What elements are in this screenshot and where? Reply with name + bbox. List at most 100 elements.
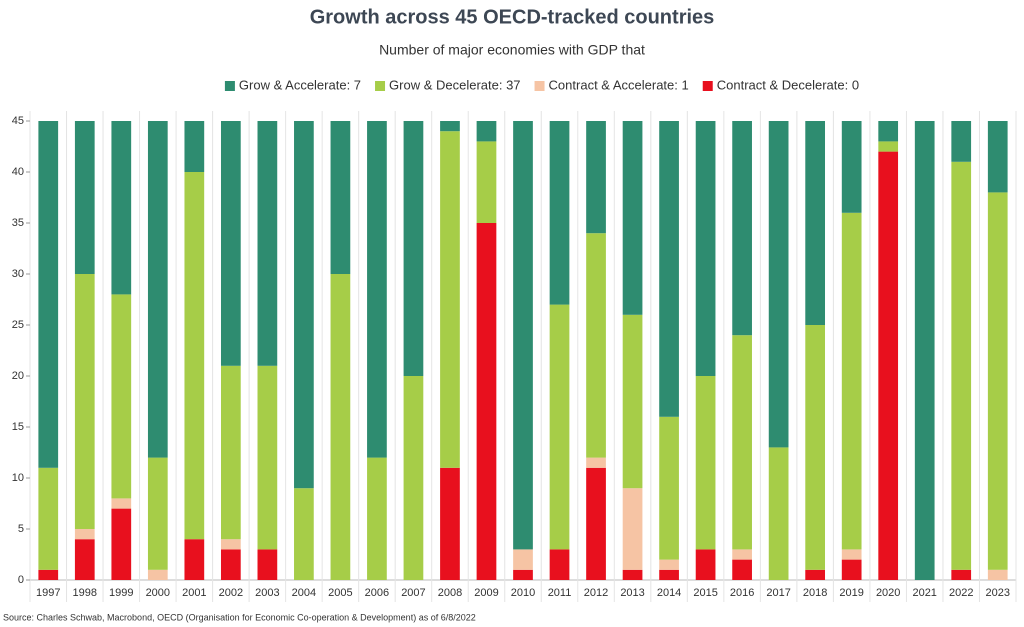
bar-segment <box>257 549 278 580</box>
bar-segment <box>184 121 205 172</box>
bar-segment <box>768 121 789 448</box>
legend-label: Grow & Decelerate: 37 <box>389 77 521 92</box>
y-tick-label: 35 <box>12 217 24 229</box>
bar-segment <box>549 304 570 550</box>
y-tick-label: 30 <box>12 268 24 280</box>
bar-segment <box>440 131 460 468</box>
bar-segment <box>111 498 132 509</box>
bar-segment <box>878 151 899 580</box>
x-tick-label: 2004 <box>292 587 316 599</box>
bar-segment <box>38 569 59 580</box>
x-tick-label: 2022 <box>949 587 973 599</box>
bar-segment <box>440 121 460 132</box>
bar-segment <box>111 294 132 499</box>
y-tick-label: 25 <box>12 319 24 331</box>
x-tick-label: 2017 <box>766 587 790 599</box>
bar-segment <box>38 467 59 570</box>
bar-segment <box>147 569 168 580</box>
bar-segment <box>805 121 826 325</box>
x-tick-label: 2008 <box>438 587 462 599</box>
x-tick-label: 2013 <box>620 587 644 599</box>
bar-segment <box>622 488 643 570</box>
x-tick-label: 1999 <box>109 587 133 599</box>
bar-segment <box>147 457 168 570</box>
bar-segment <box>695 376 716 550</box>
bar-segment <box>440 467 460 580</box>
x-tick-label: 2015 <box>693 587 717 599</box>
bar-segment <box>74 121 95 274</box>
bar-segment <box>476 141 497 223</box>
x-tick-label: 2014 <box>657 587 681 599</box>
bar-segment <box>951 121 972 162</box>
bar-segment <box>220 549 241 580</box>
bar-segment <box>586 121 606 234</box>
bar-segment <box>768 447 789 580</box>
legend-label: Contract & Accelerate: 1 <box>549 77 689 92</box>
x-tick-label: 2000 <box>146 587 170 599</box>
bar-segment <box>732 549 752 560</box>
legend-swatch <box>375 81 386 91</box>
bar-segment <box>695 549 716 580</box>
bar-segment <box>841 559 862 580</box>
bar-segment <box>951 161 972 570</box>
bar-segment <box>549 549 570 580</box>
bar-segment <box>513 549 533 570</box>
bar-segment <box>257 365 278 550</box>
legend-swatch <box>702 81 713 91</box>
bar-segment <box>147 121 168 458</box>
x-tick-label: 2007 <box>401 587 425 599</box>
x-tick-label: 2005 <box>328 587 352 599</box>
legend-label: Grow & Accelerate: 7 <box>239 77 361 92</box>
bar-segment <box>220 121 241 366</box>
x-tick-label: 2020 <box>876 587 900 599</box>
bar-segment <box>257 121 278 366</box>
bar-segment <box>622 569 643 580</box>
bar-segment <box>74 539 95 580</box>
bar-segment <box>403 121 424 376</box>
bar-segment <box>220 539 241 550</box>
x-tick-label: 1998 <box>73 587 97 599</box>
bar-segment <box>367 457 387 580</box>
bar-segment <box>513 569 533 580</box>
source-note: Source: Charles Schwab, Macrobond, OECD … <box>3 612 476 622</box>
bar-segment <box>330 274 351 580</box>
x-tick-label: 2009 <box>474 587 498 599</box>
bar-segment <box>294 121 314 489</box>
bar-segment <box>841 549 862 560</box>
bar-segment <box>878 141 899 152</box>
bar-segment <box>841 121 862 213</box>
y-tick-label: 5 <box>18 523 24 535</box>
legend-swatch <box>224 81 235 91</box>
legend: Grow & Accelerate: 7 Grow & Decelerate: 3… <box>224 77 859 92</box>
x-tick-label: 2002 <box>219 587 243 599</box>
bar-segment <box>695 121 716 376</box>
bar-segment <box>732 121 752 336</box>
x-tick-label: 2012 <box>584 587 608 599</box>
bar-segment <box>659 416 679 560</box>
bar-segment <box>805 569 826 580</box>
bar-segment <box>732 335 752 550</box>
bar-segment <box>38 121 59 468</box>
y-tick-label: 0 <box>18 574 24 586</box>
bar-segment <box>586 467 606 580</box>
bar-segment <box>367 121 387 458</box>
bar-segment <box>111 508 132 580</box>
bar-segment <box>622 314 643 489</box>
bar-segment <box>111 121 132 295</box>
x-tick-label: 2006 <box>365 587 389 599</box>
chart-title: Growth across 45 OECD-tracked countries <box>310 6 715 28</box>
x-tick-label: 2021 <box>912 587 936 599</box>
bar-segment <box>987 569 1008 580</box>
bar-segment <box>951 569 972 580</box>
bar-segment <box>914 121 935 580</box>
y-tick-label: 45 <box>12 115 24 127</box>
y-tick-label: 20 <box>12 370 24 382</box>
bar-segment <box>987 192 1008 570</box>
bar-segment <box>549 121 570 305</box>
x-tick-label: 1997 <box>36 587 60 599</box>
bar-segment <box>732 559 752 580</box>
bar-segment <box>659 569 679 580</box>
x-tick-label: 2019 <box>839 587 863 599</box>
bar-segment <box>659 121 679 417</box>
bar-segment <box>74 529 95 540</box>
